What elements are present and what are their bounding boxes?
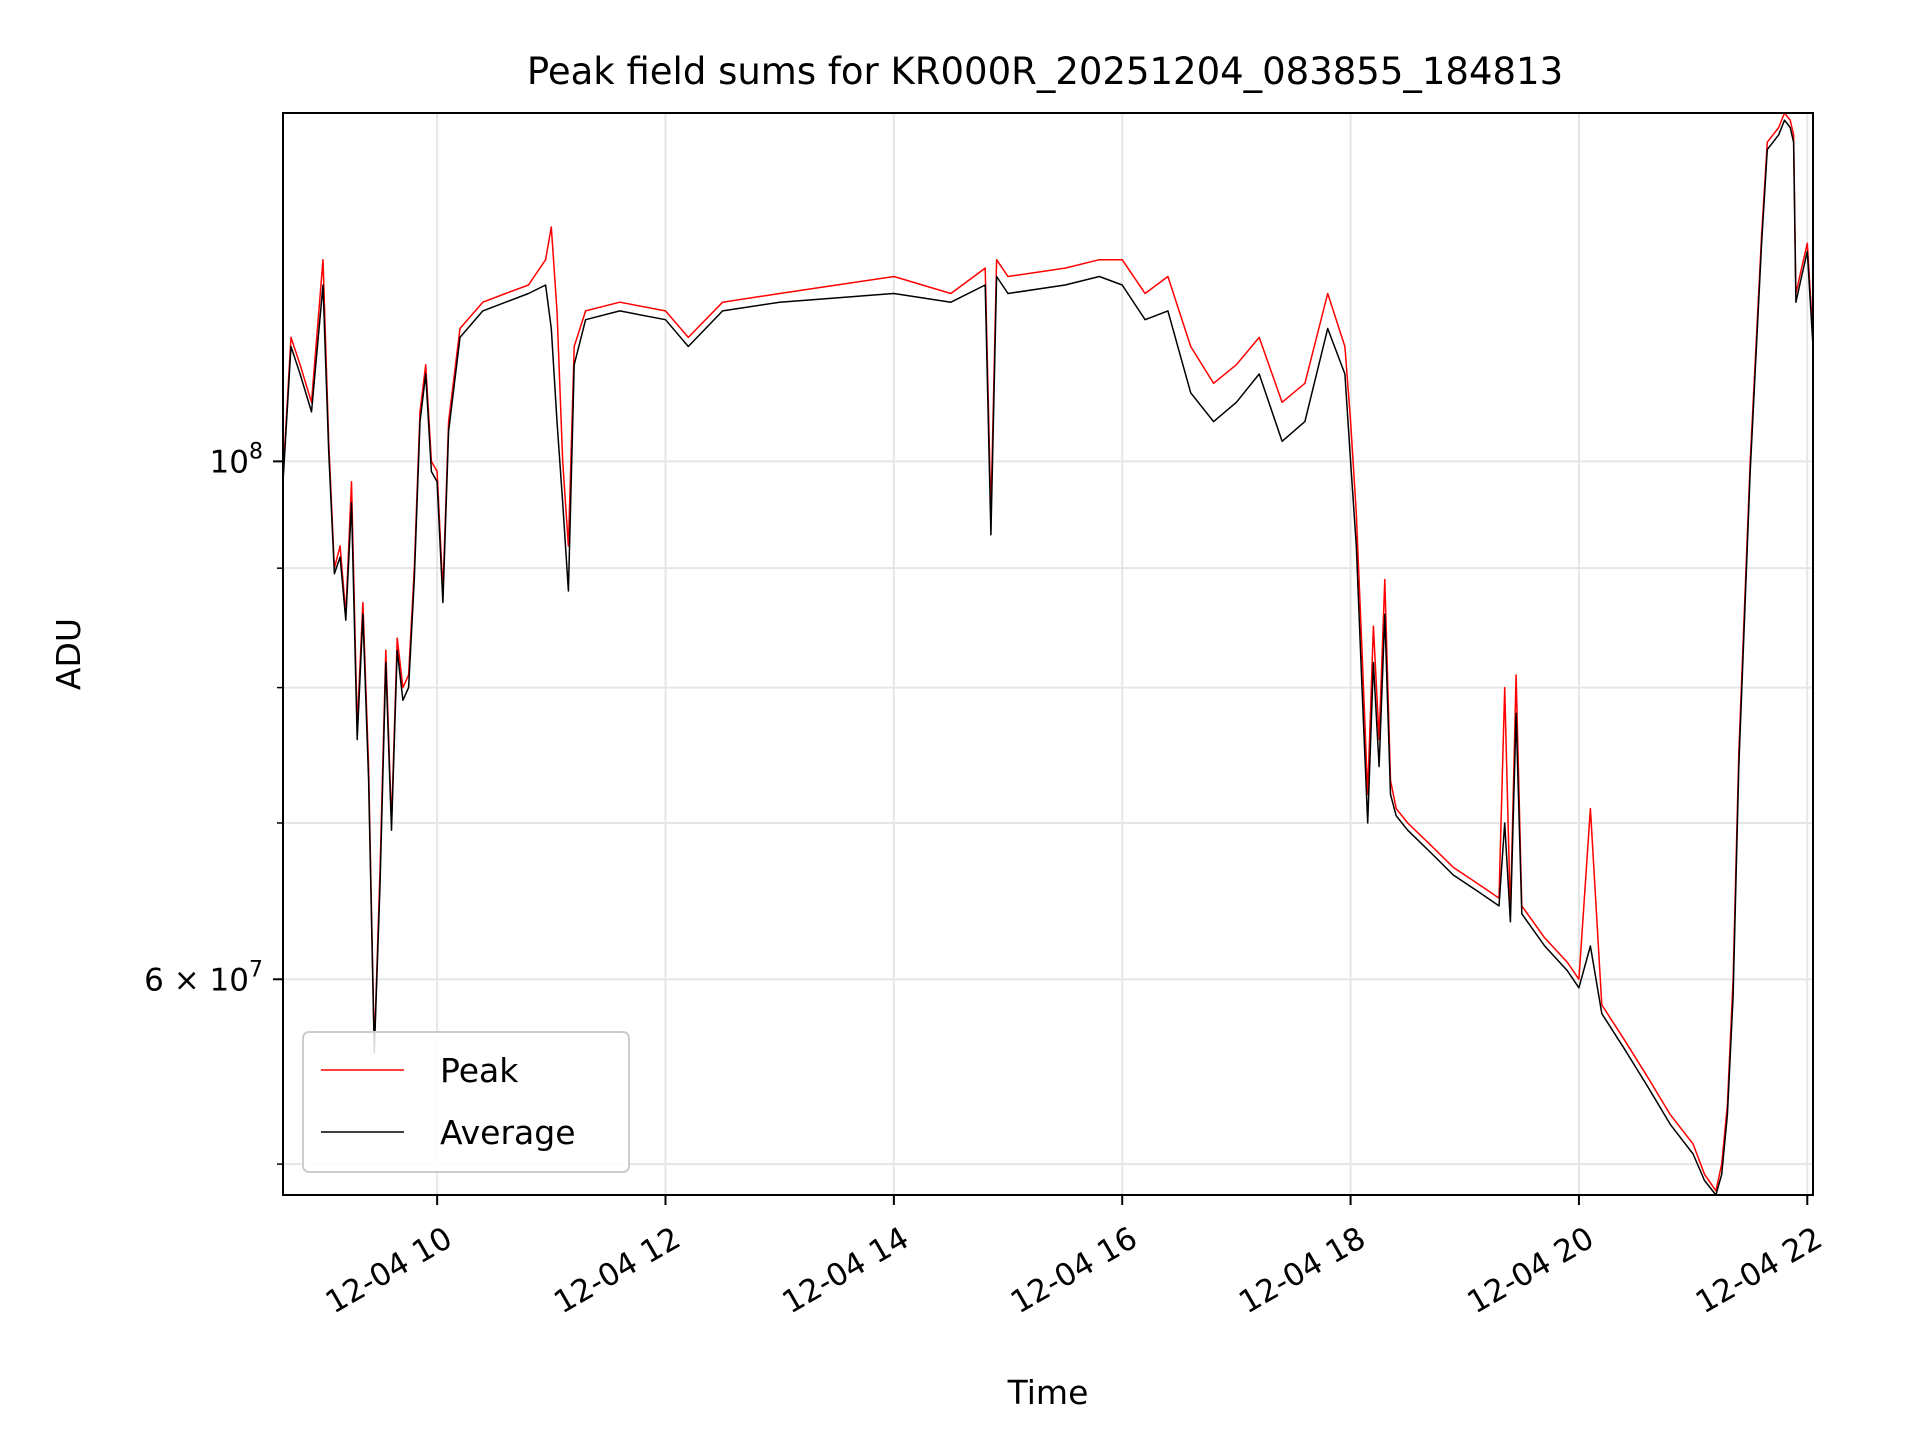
- chart-title: Peak field sums for KR000R_20251204_0838…: [527, 50, 1563, 93]
- x-axis-label: Time: [1007, 1373, 1089, 1412]
- series-layer: [283, 113, 1813, 1195]
- legend-average-label: Average: [440, 1113, 576, 1152]
- y-tick-label: 6 × 107: [144, 957, 263, 998]
- plot-frame: [282, 112, 1814, 1196]
- y-axis-label: ADU: [49, 618, 88, 690]
- legend-box: [302, 1031, 630, 1173]
- grid: [283, 113, 1813, 1195]
- series-line-average: [283, 119, 1813, 1195]
- y-tick-label: 108: [210, 439, 263, 480]
- y-axis: 108 6 × 107: [144, 439, 283, 1165]
- legend-peak-label: Peak: [440, 1051, 519, 1090]
- legend: Peak Average: [302, 1031, 630, 1173]
- series-line-peak: [283, 113, 1813, 1192]
